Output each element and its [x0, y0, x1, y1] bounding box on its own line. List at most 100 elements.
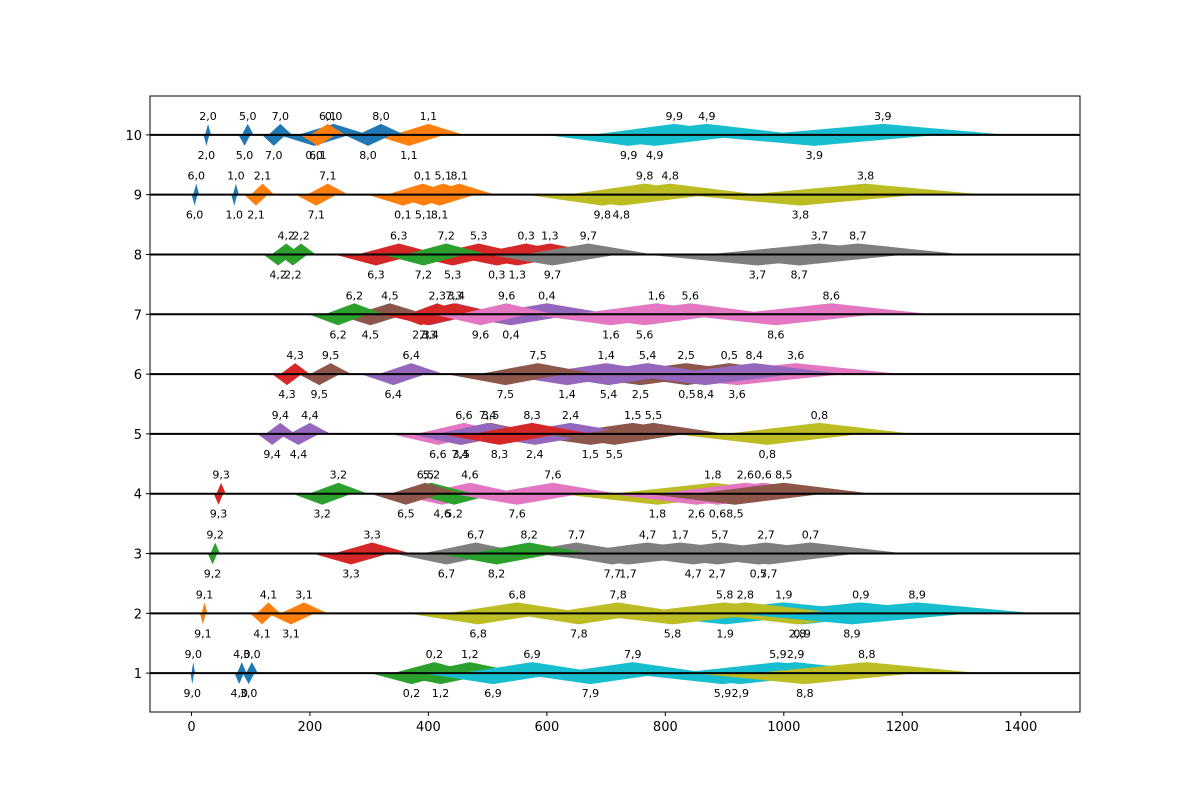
- mark-label-9-7-bottom: 9,7: [544, 268, 562, 281]
- mark-label-6-7-top: 6,7: [467, 529, 485, 542]
- mark-label-0-7-bottom: 0,7: [750, 568, 768, 581]
- mark-8-4-lower: [616, 374, 795, 386]
- mark-label-7-7-bottom: 7,7: [604, 568, 622, 581]
- mark-7-8-upper: [546, 602, 690, 614]
- y-tick-label-3: 3: [134, 548, 142, 563]
- y-tick-label-9: 9: [134, 189, 142, 204]
- mark-2-1-upper: [250, 183, 275, 195]
- mark-label-0-1-top: 0,1: [414, 170, 432, 183]
- mark-label-9-8-bottom: 9,8: [594, 209, 612, 222]
- mark-label-9-7-top: 9,7: [580, 229, 598, 242]
- mark-label-3-4-top: 3,4: [447, 289, 465, 302]
- mark-9-9-upper: [591, 123, 758, 135]
- mark-label-3-2-bottom: 3,2: [313, 508, 331, 521]
- mark-label-1-7-bottom: 1,7: [619, 568, 637, 581]
- mark-9-8-lower: [525, 194, 680, 206]
- mark-8-9-lower: [733, 613, 971, 625]
- mark-label-2-9-top: 2,9: [787, 648, 805, 661]
- mark-label-2-4-top: 2,4: [562, 409, 580, 422]
- mark-4-0-lower: [234, 673, 244, 685]
- mark-label-2-1-bottom: 2,1: [247, 209, 265, 222]
- mark-label-0-4-top: 0,4: [538, 289, 556, 302]
- mark-label-0-9-bottom: 0,9: [793, 627, 811, 640]
- y-tick-label-10: 10: [125, 129, 142, 144]
- mark-3-2-upper: [308, 482, 368, 494]
- mark-label-3-8-top: 3,8: [857, 170, 875, 183]
- mark-5-5-lower: [543, 433, 686, 445]
- mark-9-2-lower: [207, 553, 218, 565]
- mark-6-9-upper: [460, 662, 604, 674]
- mark-label-5-1-bottom: 5,1: [415, 209, 433, 222]
- mark-label-6-1-top: 6,1: [319, 110, 337, 123]
- mark-label-6-8-top: 6,8: [509, 588, 527, 601]
- mark-label-5-8-top: 5,8: [716, 588, 734, 601]
- x-tick-label-0: 0: [187, 720, 195, 735]
- mark-label-9-9-top: 9,9: [665, 110, 683, 123]
- mark-label-2-7-top: 2,7: [757, 529, 775, 542]
- mark-label-9-3-bottom: 9,3: [210, 508, 228, 521]
- mark-5-8-upper: [629, 602, 820, 614]
- mark-9-0-upper: [191, 662, 196, 674]
- mark-label-8-1-top: 8,1: [450, 170, 468, 183]
- mark-label-4-7-bottom: 4,7: [684, 568, 702, 581]
- mark-1-0-upper: [232, 183, 239, 195]
- mark-label-5-2-top: 5,2: [423, 469, 441, 482]
- mark-4-0-upper: [237, 662, 247, 674]
- mark-4-1-lower: [250, 613, 274, 625]
- plot-frame: [149, 95, 1081, 713]
- mark-label-2-2-top: 2,2: [292, 229, 310, 242]
- mark-label-8-5-bottom: 8,5: [726, 508, 744, 521]
- mark-label-5-0-bottom: 5,0: [236, 149, 254, 162]
- mark-label-8-7-bottom: 8,7: [790, 268, 808, 281]
- mark-label-1-2-top: 1,2: [461, 648, 479, 661]
- mark-label-0-2-top: 0,2: [426, 648, 444, 661]
- mark-3-8-lower: [681, 194, 919, 206]
- mark-3-9-upper: [758, 123, 1008, 135]
- mark-9-9-lower: [545, 134, 712, 146]
- mark-label-2-2-bottom: 2,2: [284, 268, 302, 281]
- mark-2-0-upper: [205, 123, 212, 135]
- mark-label-5-3-top: 5,3: [470, 229, 488, 242]
- mark-label-6-8-bottom: 6,8: [469, 627, 487, 640]
- mark-label-4-3-top: 4,3: [286, 349, 304, 362]
- mark-label-9-2-top: 9,2: [206, 529, 224, 542]
- mark-8-0-upper: [357, 123, 405, 135]
- mark-5-7-lower: [679, 553, 858, 565]
- mark-label-4-0-top: 4,0: [233, 648, 251, 661]
- mark-6-2-upper: [324, 303, 384, 315]
- mark-label-3-0-bottom: 3,0: [240, 687, 258, 700]
- chart-marks: [150, 123, 1080, 685]
- mark-label-3-6-top: 3,6: [787, 349, 805, 362]
- mark-label-6-0-top: 6,0: [187, 170, 205, 183]
- mark-label-1-9-bottom: 1,9: [716, 627, 734, 640]
- mark-label-9-9-bottom: 9,9: [620, 149, 638, 162]
- mark-7-5-lower: [446, 374, 565, 386]
- mark-8-2-upper: [469, 542, 589, 554]
- mark-9-6-lower: [433, 314, 528, 326]
- mark-label-6-9-top: 6,9: [523, 648, 541, 661]
- y-tick-label-4: 4: [134, 488, 142, 503]
- mark-label-8-9-bottom: 8,9: [843, 627, 861, 640]
- mark-label-3-7-bottom: 3,7: [749, 268, 767, 281]
- mark-label-3-8-bottom: 3,8: [792, 209, 810, 222]
- mark-label-8-2-bottom: 8,2: [488, 568, 506, 581]
- mark-label-9-0-bottom: 9,0: [184, 687, 202, 700]
- mark-8-5-lower: [646, 493, 824, 505]
- mark-label-6-4-bottom: 6,4: [385, 388, 403, 401]
- mark-label-9-5-top: 9,5: [322, 349, 340, 362]
- mark-label-9-4-top: 9,4: [272, 409, 290, 422]
- mark-label-1-4-bottom: 1,4: [558, 388, 576, 401]
- mark-5-0-lower: [238, 134, 251, 146]
- mark-label-9-2-bottom: 9,2: [204, 568, 222, 581]
- mark-7-0-upper: [268, 123, 293, 135]
- mark-4-1-upper: [256, 602, 281, 614]
- mark-label-7-9-bottom: 7,9: [582, 687, 600, 700]
- y-tick-label-1: 1: [134, 667, 142, 682]
- mark-label-2-0-top: 2,0: [199, 110, 217, 123]
- mark-label-2-5-bottom: 2,5: [632, 388, 650, 401]
- mark-label-4-7-top: 4,7: [639, 529, 657, 542]
- mark-label-0-7-top: 0,7: [802, 529, 820, 542]
- mark-label-7-0-bottom: 7,0: [265, 149, 283, 162]
- mark-label-1-1-top: 1,1: [420, 110, 438, 123]
